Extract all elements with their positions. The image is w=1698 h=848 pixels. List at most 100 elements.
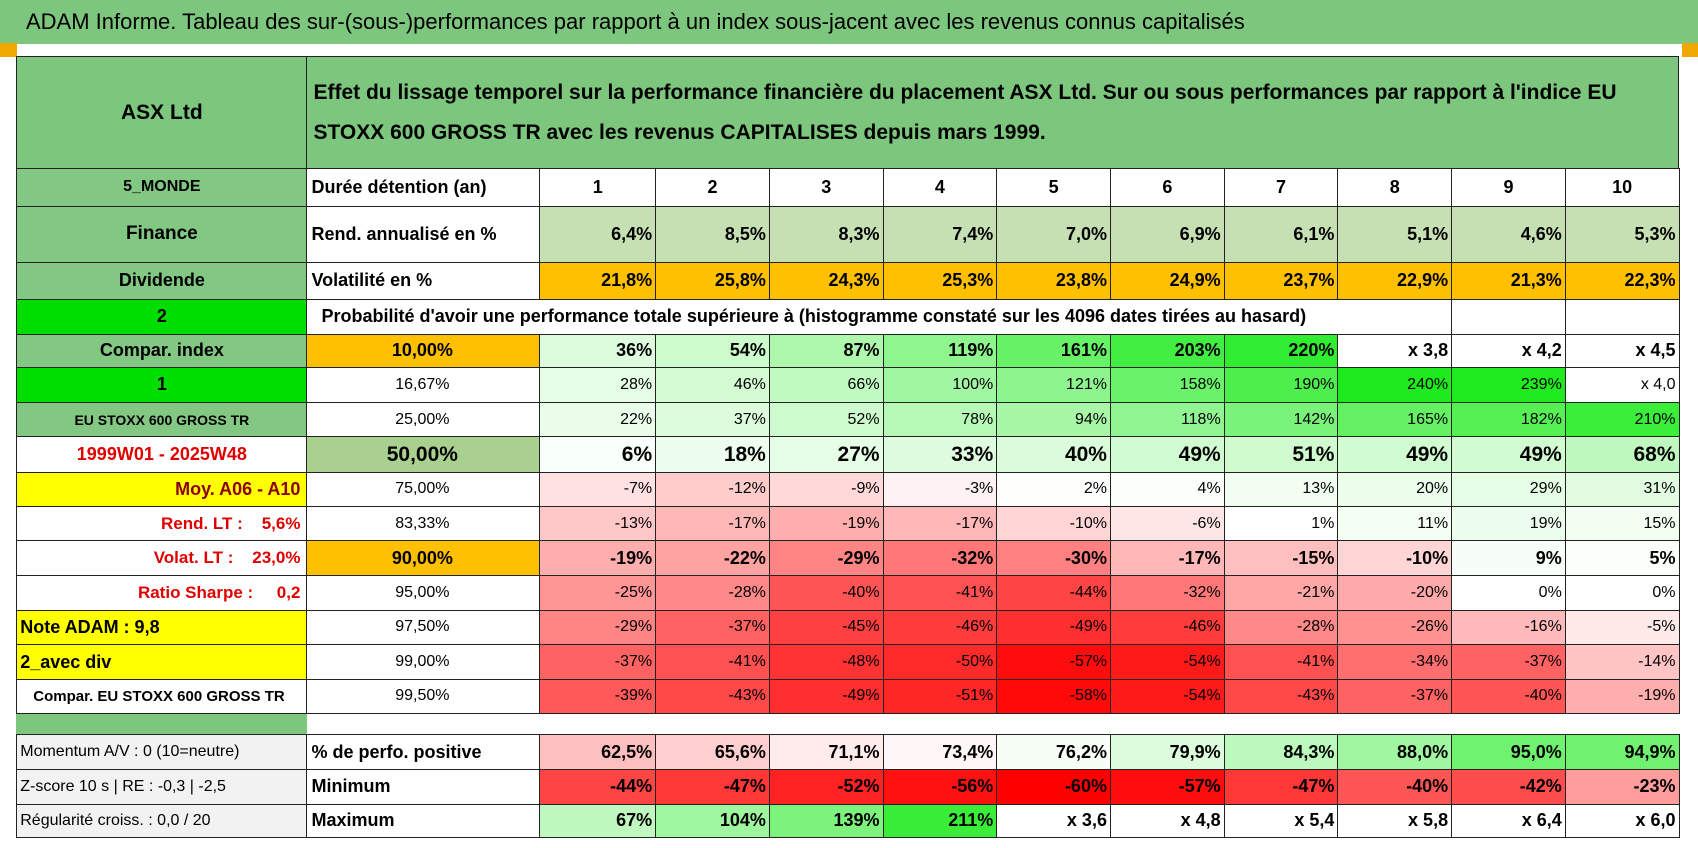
row-name: 10,00% [306,333,541,369]
row-name: 95,00% [306,575,541,611]
row-label: 5_MONDE [16,167,308,207]
value-cell: 62,5% [539,734,657,770]
value-cell: 240% [1337,367,1453,403]
value-cell: 68% [1564,436,1680,474]
value-cell: -6% [1109,505,1225,542]
value-cell: 40% [996,436,1111,474]
value-cell: 4,6% [1451,205,1566,264]
value-cell: -25% [539,575,657,611]
value-cell: 19% [1451,505,1566,542]
row-label: Ratio Sharpe : 0,2 [16,575,308,611]
value-cell: 13% [1223,472,1339,507]
value-cell: -21% [1223,575,1339,611]
value-cell: 1% [1223,505,1339,542]
value-cell: 1 [539,167,657,207]
value-cell: 7,4% [882,205,998,264]
value-cell: 0% [1451,575,1566,611]
value-cell: -54% [1109,644,1225,680]
value-cell: 54% [655,333,770,369]
value-cell: x 3,8 [1337,333,1453,369]
value-cell: 49% [1337,436,1453,474]
empty-cell [1564,298,1680,335]
value-cell: 165% [1337,401,1453,438]
value-cell: 25,3% [882,262,998,300]
value-cell: -17% [1109,540,1225,576]
empty-cell [1451,298,1566,335]
value-cell: 8,3% [768,205,884,264]
row-name: Rend. annualisé en % [306,205,541,264]
value-cell: 7,0% [996,205,1111,264]
value-cell: 94% [996,401,1111,438]
value-cell: -44% [539,768,657,805]
row-label: Compar. index [16,333,308,369]
value-cell: 142% [1223,401,1339,438]
value-cell: -47% [1223,768,1339,805]
value-cell: x 6,0 [1564,803,1680,839]
value-cell: x 3,6 [996,803,1111,839]
value-cell: 11% [1337,505,1453,542]
value-cell: 79,9% [1109,734,1225,770]
value-cell: 10 [1564,167,1680,207]
value-cell: 84,3% [1223,734,1339,770]
value-cell: -30% [996,540,1111,576]
value-cell: 119% [882,333,998,369]
value-cell: -10% [1337,540,1453,576]
value-cell: 5 [996,167,1111,207]
value-cell: 49% [1451,436,1566,474]
row-label: Momentum A/V : 0 (10=neutre) [16,734,308,770]
value-cell: 49% [1109,436,1225,474]
value-cell: 22,9% [1337,262,1453,300]
value-cell: -3% [882,472,998,507]
value-cell: 9% [1451,540,1566,576]
value-cell: 3 [768,167,884,207]
value-cell: -15% [1223,540,1339,576]
value-cell: -19% [539,540,657,576]
value-cell: 8 [1337,167,1453,207]
value-cell: -57% [1109,768,1225,805]
row-label: 2_avec div [16,644,308,680]
value-cell: 87% [768,333,884,369]
value-cell: -45% [768,609,884,646]
value-cell: -26% [1337,609,1453,646]
value-cell: 5,1% [1337,205,1453,264]
value-cell: 104% [655,803,770,839]
value-cell: -37% [539,644,657,680]
value-cell: 18% [655,436,770,474]
value-cell: 4 [882,167,998,207]
marker [1681,43,1698,58]
title-bar: ADAM Informe. Tableau des sur-(sous-)per… [0,0,1698,45]
row-label: EU STOXX 600 GROSS TR [16,401,308,438]
value-cell: -37% [1451,644,1566,680]
value-cell: 9 [1451,167,1566,207]
spacer [16,712,308,736]
value-cell: -43% [655,678,770,714]
row-name: 99,50% [306,678,541,714]
row-label: 2 [16,298,308,335]
value-cell: x 6,4 [1451,803,1566,839]
value-cell: -28% [655,575,770,611]
value-cell: -5% [1564,609,1680,646]
value-cell: -7% [539,472,657,507]
value-cell: 73,4% [882,734,998,770]
value-cell: -41% [882,575,998,611]
value-cell: 211% [882,803,998,839]
value-cell: 23,7% [1223,262,1339,300]
row-name: Minimum [306,768,541,805]
value-cell: x 5,4 [1223,803,1339,839]
value-cell: -52% [768,768,884,805]
value-cell: 203% [1109,333,1225,369]
value-cell: 24,9% [1109,262,1225,300]
value-cell: 118% [1109,401,1225,438]
row-label: Moy. A06 - A10 [16,472,308,507]
value-cell: 95,0% [1451,734,1566,770]
value-cell: 2 [655,167,770,207]
value-cell: 6,1% [1223,205,1339,264]
value-cell: x 4,8 [1109,803,1225,839]
value-cell: 6,9% [1109,205,1225,264]
row-name: Durée détention (an) [306,167,541,207]
value-cell: x 4,2 [1451,333,1566,369]
value-cell: -39% [539,678,657,714]
value-cell: 22,3% [1564,262,1680,300]
row-label: Volat. LT : 23,0% [16,540,308,576]
